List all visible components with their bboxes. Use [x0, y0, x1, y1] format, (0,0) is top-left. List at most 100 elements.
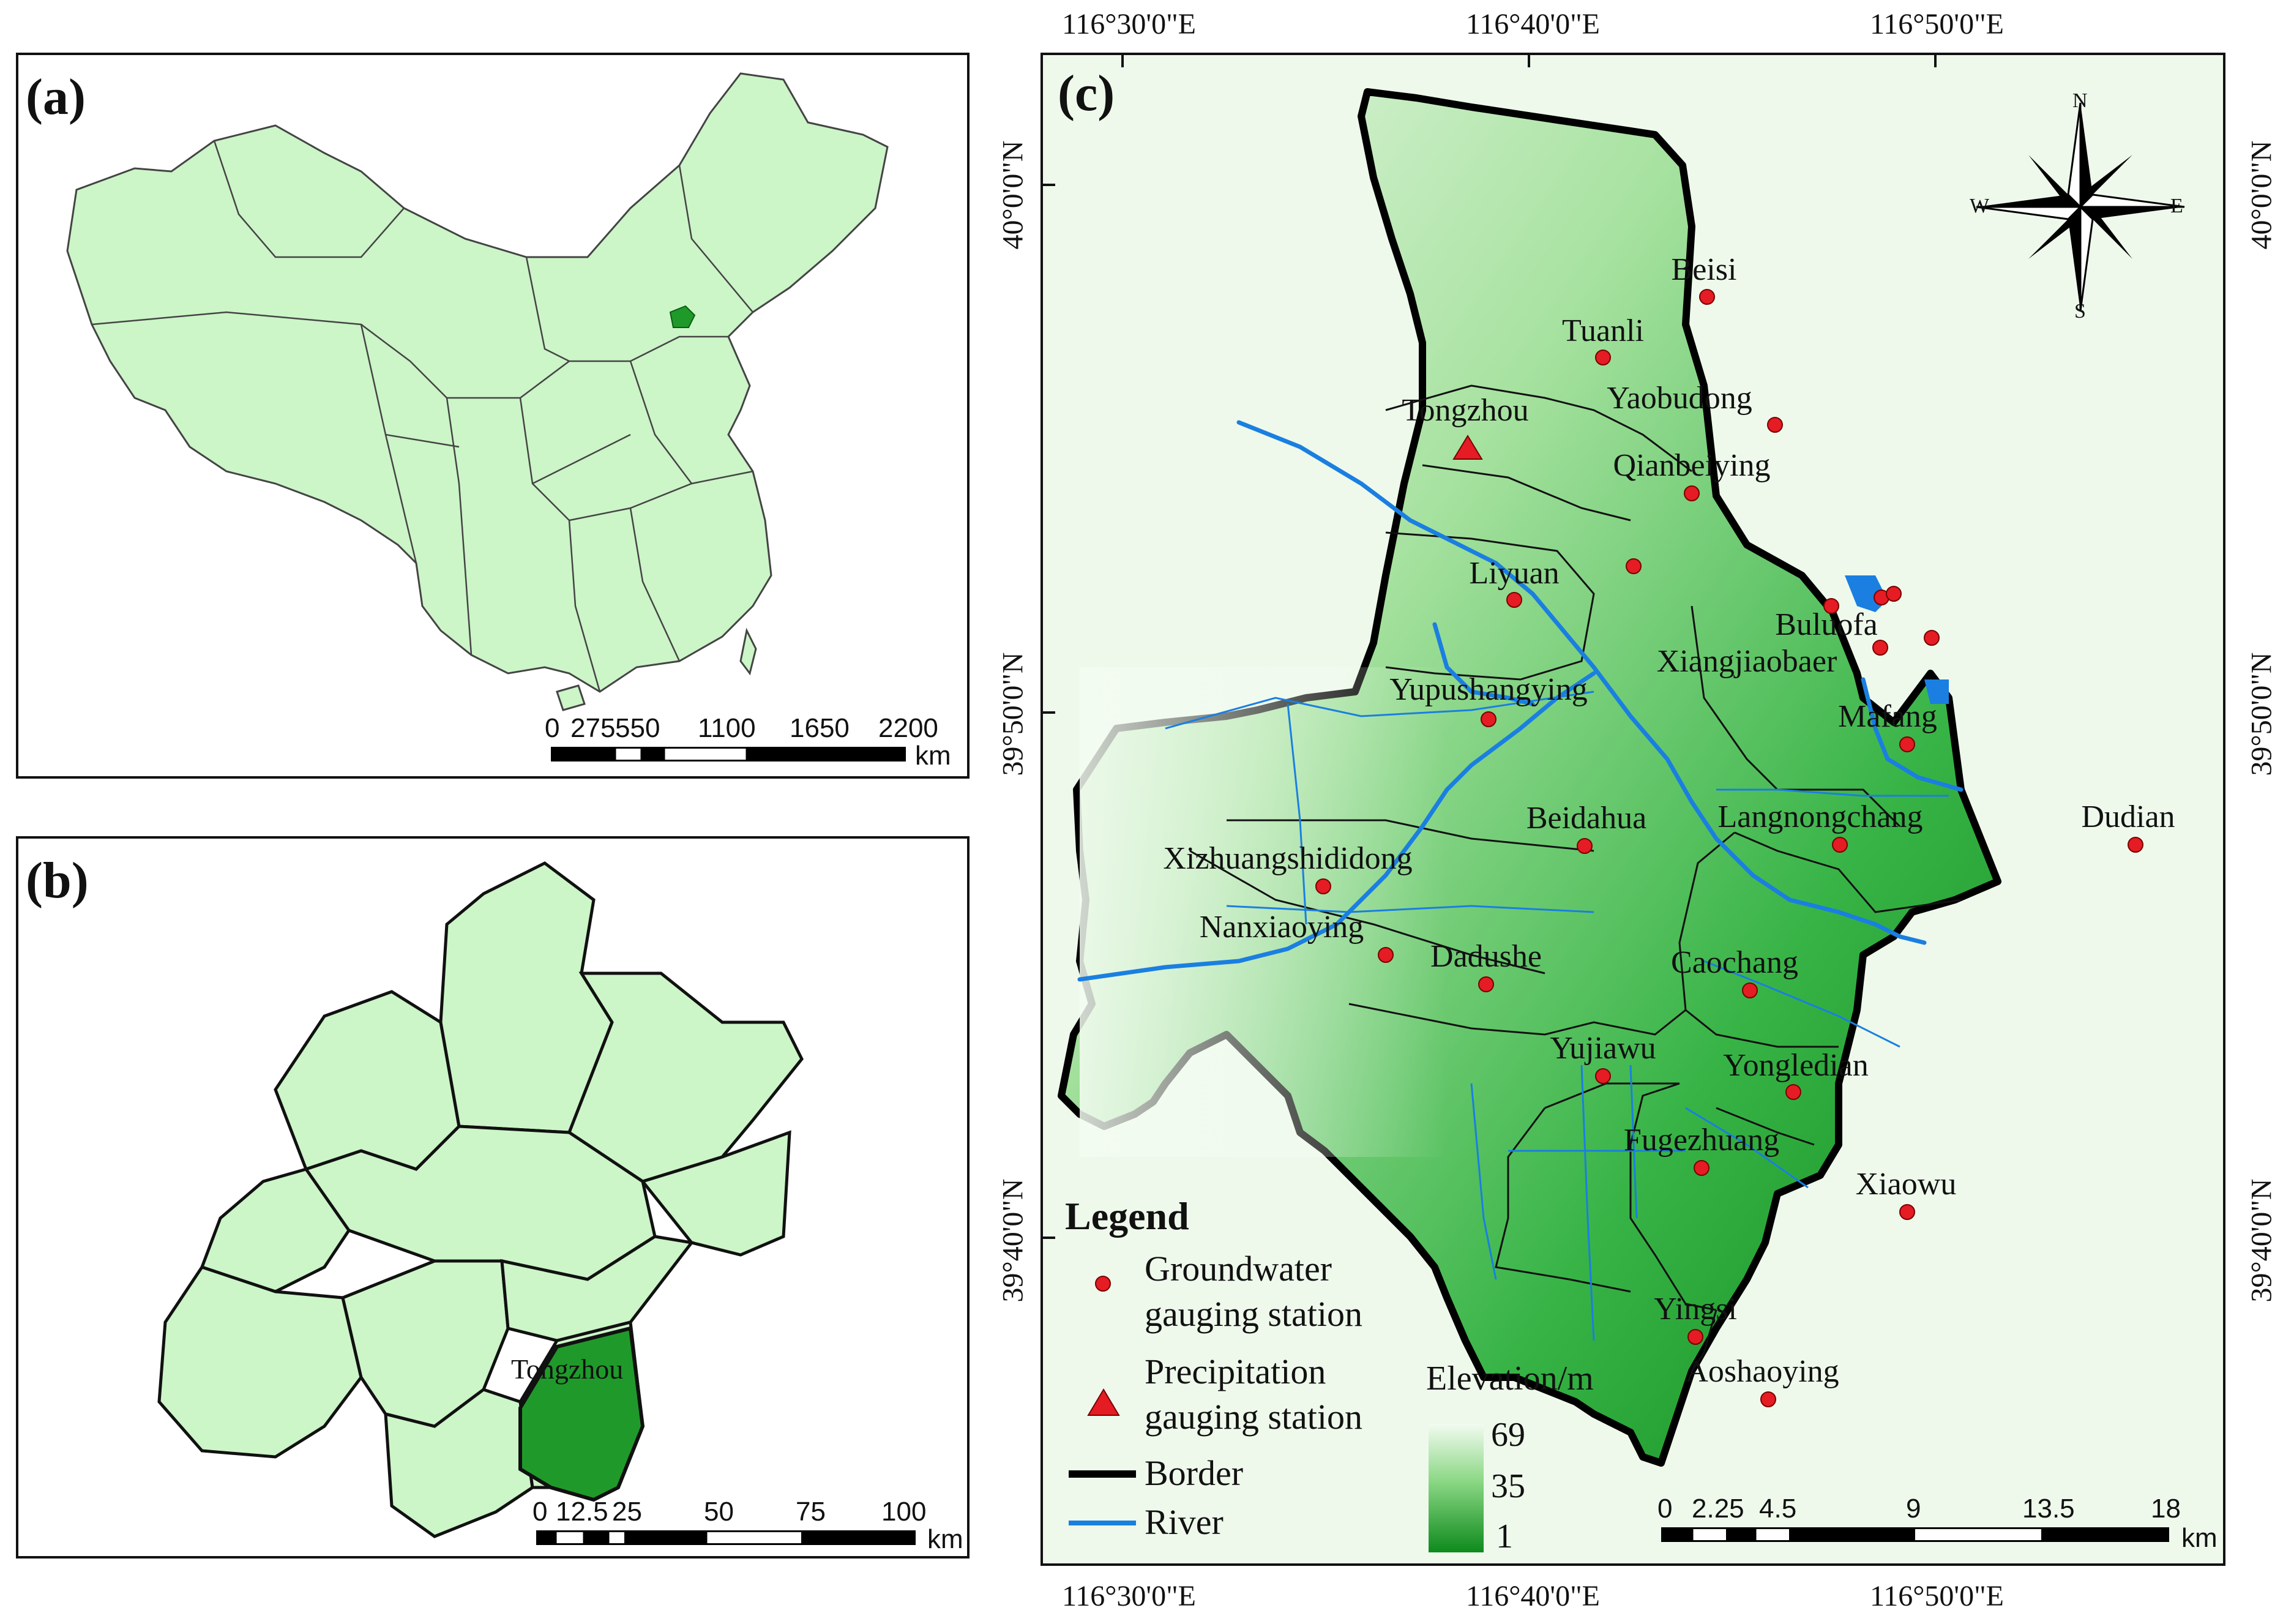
scale-c-4: 13.5 — [2022, 1494, 2075, 1524]
scale-c-3: 9 — [1906, 1494, 1921, 1524]
panel-a: (a) 0 275 550 1100 1650 2200 km — [16, 53, 970, 779]
minor-rivers — [1165, 690, 1949, 1341]
station-label-nanxiaoying: Nanxiaoying — [1199, 910, 1364, 945]
scale-c-0: 0 — [1657, 1494, 1673, 1524]
tick-top-3 — [1934, 55, 1937, 67]
legend-groundwater-line2: gauging station — [1145, 1294, 1363, 1334]
scale-a-3: 1100 — [698, 713, 756, 743]
station-label-caochang: Caochang — [1671, 945, 1798, 980]
panel-c-label: (c) — [1058, 65, 1115, 122]
scale-c-2: 4.5 — [1759, 1494, 1797, 1524]
elevation-max: 69 — [1491, 1416, 1525, 1454]
legend-river-label: River — [1145, 1502, 1224, 1542]
station-qianbeiying — [1684, 485, 1700, 501]
scale-c-unit: km — [2181, 1523, 2218, 1553]
lon-top-1: 116°30'0"E — [1062, 8, 1196, 40]
station-yupushangying — [1481, 711, 1496, 727]
scale-a-1: 275 — [570, 713, 616, 743]
scale-b-5: 100 — [881, 1497, 927, 1527]
west-lowlight — [1080, 667, 1447, 1157]
station-nanxiaoying — [1378, 947, 1394, 963]
station-label-dudian: Dudian — [2081, 799, 2175, 834]
tick-top-1 — [1121, 55, 1124, 67]
station-yaobudong — [1767, 417, 1783, 433]
station-label-qianbeiying: Qianbeiying — [1613, 448, 1771, 483]
beijing-map — [157, 861, 804, 1538]
scale-c-1: 2.25 — [1692, 1494, 1744, 1524]
tongzhou-elevation-map — [1043, 55, 2223, 1563]
station-label-beidahua: Beidahua — [1526, 801, 1647, 836]
panel-b-label: (b) — [26, 852, 89, 909]
elevation-title: Elevation/m — [1426, 1360, 1594, 1398]
legend-border-label: Border — [1145, 1453, 1244, 1493]
station-langnongchang — [1832, 837, 1848, 853]
station-buluofa-3 — [1886, 586, 1902, 602]
tongzhou-map-label: Tongzhou — [511, 1353, 624, 1385]
station-yingsi — [1687, 1329, 1703, 1345]
precipitation-station-marker — [1452, 435, 1483, 460]
compass-s: S — [2074, 300, 2086, 323]
beijing-highlight — [669, 305, 696, 328]
scale-b-3: 50 — [704, 1497, 734, 1527]
station-buluofa-5 — [1924, 630, 1940, 646]
tick-left-2 — [1043, 711, 1055, 714]
station-label-yaobudong: Yaobudong — [1607, 381, 1752, 416]
legend: Legend Groundwater gauging station Preci… — [1065, 1194, 1457, 1561]
scale-a-2: 550 — [615, 713, 660, 743]
hainan-shape — [556, 684, 586, 711]
station-label-xiaowu: Xiaowu — [1855, 1167, 1957, 1202]
scale-bar-c — [1661, 1527, 2169, 1542]
lon-top-2: 116°40'0"E — [1466, 8, 1600, 40]
station-liyuan-2 — [1626, 558, 1642, 574]
compass-e: E — [2170, 195, 2183, 217]
lon-top-3: 116°50'0"E — [1870, 8, 2004, 40]
compass-n: N — [2072, 89, 2088, 112]
elevation-mid: 35 — [1491, 1467, 1525, 1505]
station-label-dadushe: Dadushe — [1430, 939, 1542, 974]
tick-top-2 — [1528, 55, 1530, 67]
station-label-langnongchang: Langnongchang — [1717, 799, 1923, 834]
scale-b-0: 0 — [532, 1497, 548, 1527]
scale-a-0: 0 — [545, 713, 560, 743]
legend-river-line-icon — [1069, 1521, 1136, 1525]
scale-b-1: 12.5 — [556, 1497, 608, 1527]
legend-triangle-icon — [1087, 1388, 1120, 1416]
station-dudian — [2128, 837, 2143, 853]
station-label-fugezhuang: Fugezhuang — [1623, 1123, 1780, 1158]
rivers — [1077, 420, 1964, 982]
elevation-min: 1 — [1496, 1517, 1513, 1555]
legend-precip-line2: gauging station — [1145, 1397, 1363, 1437]
lon-bottom-2: 116°40'0"E — [1466, 1580, 1600, 1612]
scale-c-5: 18 — [2151, 1494, 2181, 1524]
panel-a-label: (a) — [26, 69, 86, 125]
beijing-districts — [157, 861, 804, 1538]
station-yujiawu — [1595, 1068, 1611, 1084]
station-label-aoshaoying: Aoshaoying — [1685, 1354, 1839, 1389]
station-beidahua — [1577, 838, 1593, 854]
lat-left-1: 40°0'0"N — [996, 140, 1029, 250]
station-beisi — [1699, 289, 1715, 305]
station-label-xiangjiaobaer: Xiangjiaobaer — [1656, 644, 1837, 679]
tick-left-1 — [1043, 184, 1055, 186]
station-tuanli — [1595, 350, 1611, 365]
legend-border-line-icon — [1069, 1470, 1136, 1478]
station-mafang — [1899, 736, 1915, 752]
station-aoshaoying — [1760, 1391, 1776, 1407]
station-label-liyuan: Liyuan — [1469, 556, 1560, 591]
station-label-xizhuangshididong: Xizhuangshididong — [1163, 841, 1413, 876]
scale-a-4: 1650 — [790, 713, 850, 743]
station-dadushe — [1478, 976, 1494, 992]
lat-right-3: 39°40'0"N — [2245, 1178, 2278, 1303]
compass-rose-icon — [1976, 102, 2185, 312]
station-label-beisi: Beisi — [1671, 252, 1737, 287]
scale-b-unit: km — [927, 1524, 963, 1554]
station-label-mafang: Mafang — [1838, 699, 1937, 734]
station-label-buluofa: Buluofa — [1775, 607, 1878, 642]
station-label-yupushangying: Yupushangying — [1389, 672, 1588, 707]
province-lines — [91, 140, 753, 692]
panel-b: (b) Tongzhou 0 12.5 25 50 75 100 km — [16, 836, 970, 1559]
elevation-color-ramp — [1429, 1424, 1484, 1552]
legend-title: Legend — [1065, 1194, 1189, 1238]
lat-right-1: 40°0'0"N — [2245, 140, 2278, 250]
station-yongledian — [1785, 1084, 1801, 1100]
